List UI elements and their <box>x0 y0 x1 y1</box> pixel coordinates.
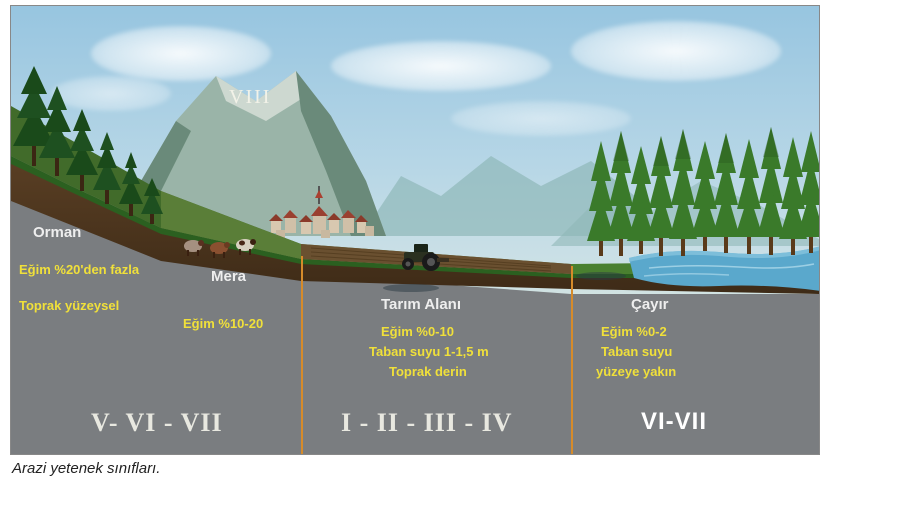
zone-title-orman: Orman <box>33 224 81 241</box>
cattle-group <box>181 228 266 260</box>
zone-water2-cayir: yüzeye yakın <box>596 364 676 379</box>
zone-water-tarim: Taban suyu 1-1,5 m <box>369 344 489 359</box>
zone-soil-orman: Toprak yüzeysel <box>19 298 119 313</box>
forest-right <box>581 111 820 266</box>
zone-title-cayir: Çayır <box>631 296 669 313</box>
diagram-frame: VIII <box>10 5 820 455</box>
class-label-right: VI-VII <box>641 408 707 436</box>
figure-caption: Arazi yetenek sınıfları. <box>12 460 160 477</box>
zone-title-tarim: Tarım Alanı <box>381 296 461 313</box>
class-label-center: I - II - III - IV <box>341 408 513 438</box>
diagram-container: VIII <box>0 0 908 510</box>
zone-slope-mera: Eğim %10-20 <box>183 316 263 331</box>
zone-slope-orman: Eğim %20'den fazla <box>19 262 149 279</box>
zone-divider <box>301 256 303 455</box>
class-label-left: V- VI - VII <box>91 408 223 438</box>
zone-slope-tarim: Eğim %0-10 <box>381 324 454 339</box>
zone-soil-tarim: Toprak derin <box>389 364 467 379</box>
tree-conifer <box>141 164 163 224</box>
tree-conifer <box>119 146 143 216</box>
zone-slope-cayir: Eğim %0-2 <box>601 324 667 339</box>
zone-divider <box>571 266 573 455</box>
zone-title-mera: Mera <box>211 268 246 285</box>
tractor <box>396 240 451 272</box>
tree-conifer <box>93 124 121 204</box>
zone-water-cayir: Taban suyu <box>601 344 672 359</box>
